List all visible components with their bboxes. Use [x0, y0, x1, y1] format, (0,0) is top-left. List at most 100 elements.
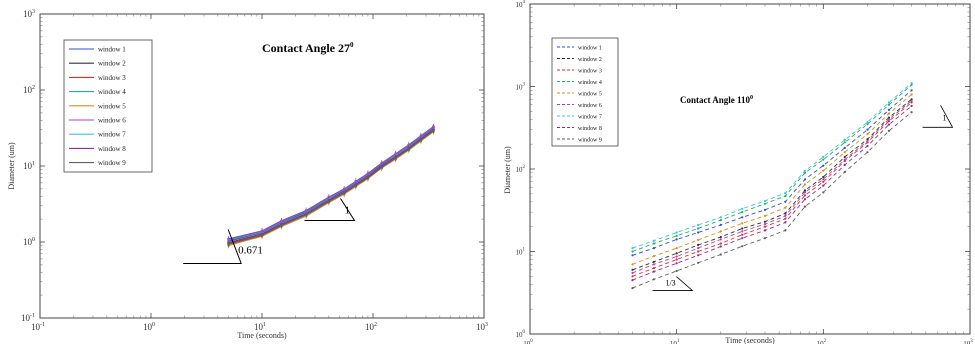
series-group: [631, 82, 913, 290]
data-point: [843, 158, 846, 161]
data-point: [843, 141, 846, 144]
data-point: [803, 178, 807, 181]
data-point: [631, 263, 634, 266]
x-tick-base: 10: [963, 340, 971, 344]
data-point: [866, 141, 869, 144]
data-point: [784, 217, 787, 220]
data-point: [910, 83, 913, 86]
data-point: [866, 133, 869, 136]
data-point: [910, 93, 913, 96]
data-point: [763, 229, 767, 232]
x-tick-exponent: 0: [152, 322, 155, 328]
chart-title: Contact Angle 270: [262, 41, 354, 55]
data-point: [784, 206, 787, 209]
tick-marks: [39, 13, 485, 319]
x-tick-exponent: 1: [263, 322, 266, 328]
data-point: [843, 170, 846, 174]
y-tick-exponent: 2: [32, 85, 35, 91]
y-tick-label: 101: [23, 161, 35, 171]
y-tick-exponent: 0: [523, 330, 526, 335]
data-point: [910, 101, 913, 104]
y-tick-exponent: 3: [32, 9, 35, 15]
data-point: [784, 212, 787, 215]
legend-label: window 3: [578, 69, 602, 75]
data-point: [887, 116, 891, 119]
data-point: [866, 144, 869, 148]
data-point: [784, 192, 787, 195]
data-point: [652, 267, 656, 270]
data-point: [822, 155, 825, 158]
data-point: [719, 245, 722, 248]
x-tick-base: 10: [365, 322, 375, 332]
y-tick-label: 103: [23, 9, 35, 19]
legend: window 1 window 2 window 3 window 4 window 5…: [551, 37, 619, 147]
data-point: [741, 222, 744, 225]
legend-label: window 5: [98, 102, 126, 110]
data-point: [784, 200, 787, 203]
y-tick-exponent: 1: [32, 161, 35, 167]
data-point: [887, 112, 891, 115]
data-point: [652, 255, 656, 258]
data-point: [719, 235, 722, 239]
y-tick-base: 10: [21, 313, 31, 323]
x-tick-label: 101: [254, 322, 266, 332]
series-line-8: [632, 105, 912, 281]
data-point: [822, 164, 825, 167]
x-tick-label: 102: [365, 322, 377, 332]
data-point: [822, 178, 825, 181]
data-point: [887, 101, 891, 104]
data-point: [631, 287, 634, 290]
data-point: [652, 260, 656, 263]
data-point: [910, 99, 913, 102]
x-tick-label: 103: [476, 322, 488, 332]
y-tick-base: 10: [516, 249, 524, 257]
data-point: [741, 245, 744, 248]
x-axis-label: Time (seconds): [237, 331, 287, 340]
data-point: [697, 243, 700, 247]
y-tick-base: 10: [516, 84, 524, 92]
y-tick-exponent: 0: [32, 237, 35, 243]
y-tick-label: 102: [516, 165, 526, 174]
data-point: [741, 211, 744, 214]
data-point: [910, 89, 913, 92]
data-point: [763, 225, 767, 228]
x-tick-exponent: 2: [824, 339, 827, 344]
data-point: [843, 138, 846, 141]
data-point: [822, 169, 825, 172]
data-point: [803, 183, 807, 186]
data-point: [675, 258, 678, 261]
x-axis-label: Time (seconds): [725, 336, 775, 344]
series-line-2: [632, 98, 912, 271]
data-point: [631, 254, 634, 257]
data-point: [675, 234, 678, 237]
data-point: [866, 128, 869, 131]
legend-label: window 2: [98, 60, 126, 68]
legend-label: window 1: [578, 46, 602, 52]
legend-label: window 6: [578, 103, 602, 109]
data-point: [866, 139, 869, 142]
x-tick-label: 10-1: [31, 322, 45, 332]
x-tick-label: 102: [817, 339, 827, 344]
data-point: [719, 253, 722, 256]
data-point: [652, 263, 656, 266]
x-tick-labels: 10-1 100 101 102 103: [31, 322, 488, 332]
y-tick-label: 100: [516, 330, 526, 339]
x-tick-base: 10: [31, 322, 41, 332]
slope-label: 1/3: [665, 279, 675, 288]
legend-label: window 1: [98, 46, 126, 54]
data-point: [741, 233, 744, 236]
x-tick-base: 10: [817, 340, 825, 344]
slope-label: 1: [943, 113, 947, 122]
chart-title: Contact Angle 1100: [680, 95, 753, 105]
y-tick-base: 10: [23, 85, 33, 95]
data-point: [822, 175, 825, 179]
legend-label: window 9: [578, 138, 602, 144]
data-point: [910, 104, 913, 108]
legend-label: window 3: [98, 74, 126, 82]
slope-triangle: [922, 105, 954, 128]
legend-label: window 6: [98, 117, 126, 125]
legend-label: window 7: [578, 115, 602, 121]
data-point: [843, 146, 846, 149]
y-tick-label: 104: [516, 0, 526, 9]
